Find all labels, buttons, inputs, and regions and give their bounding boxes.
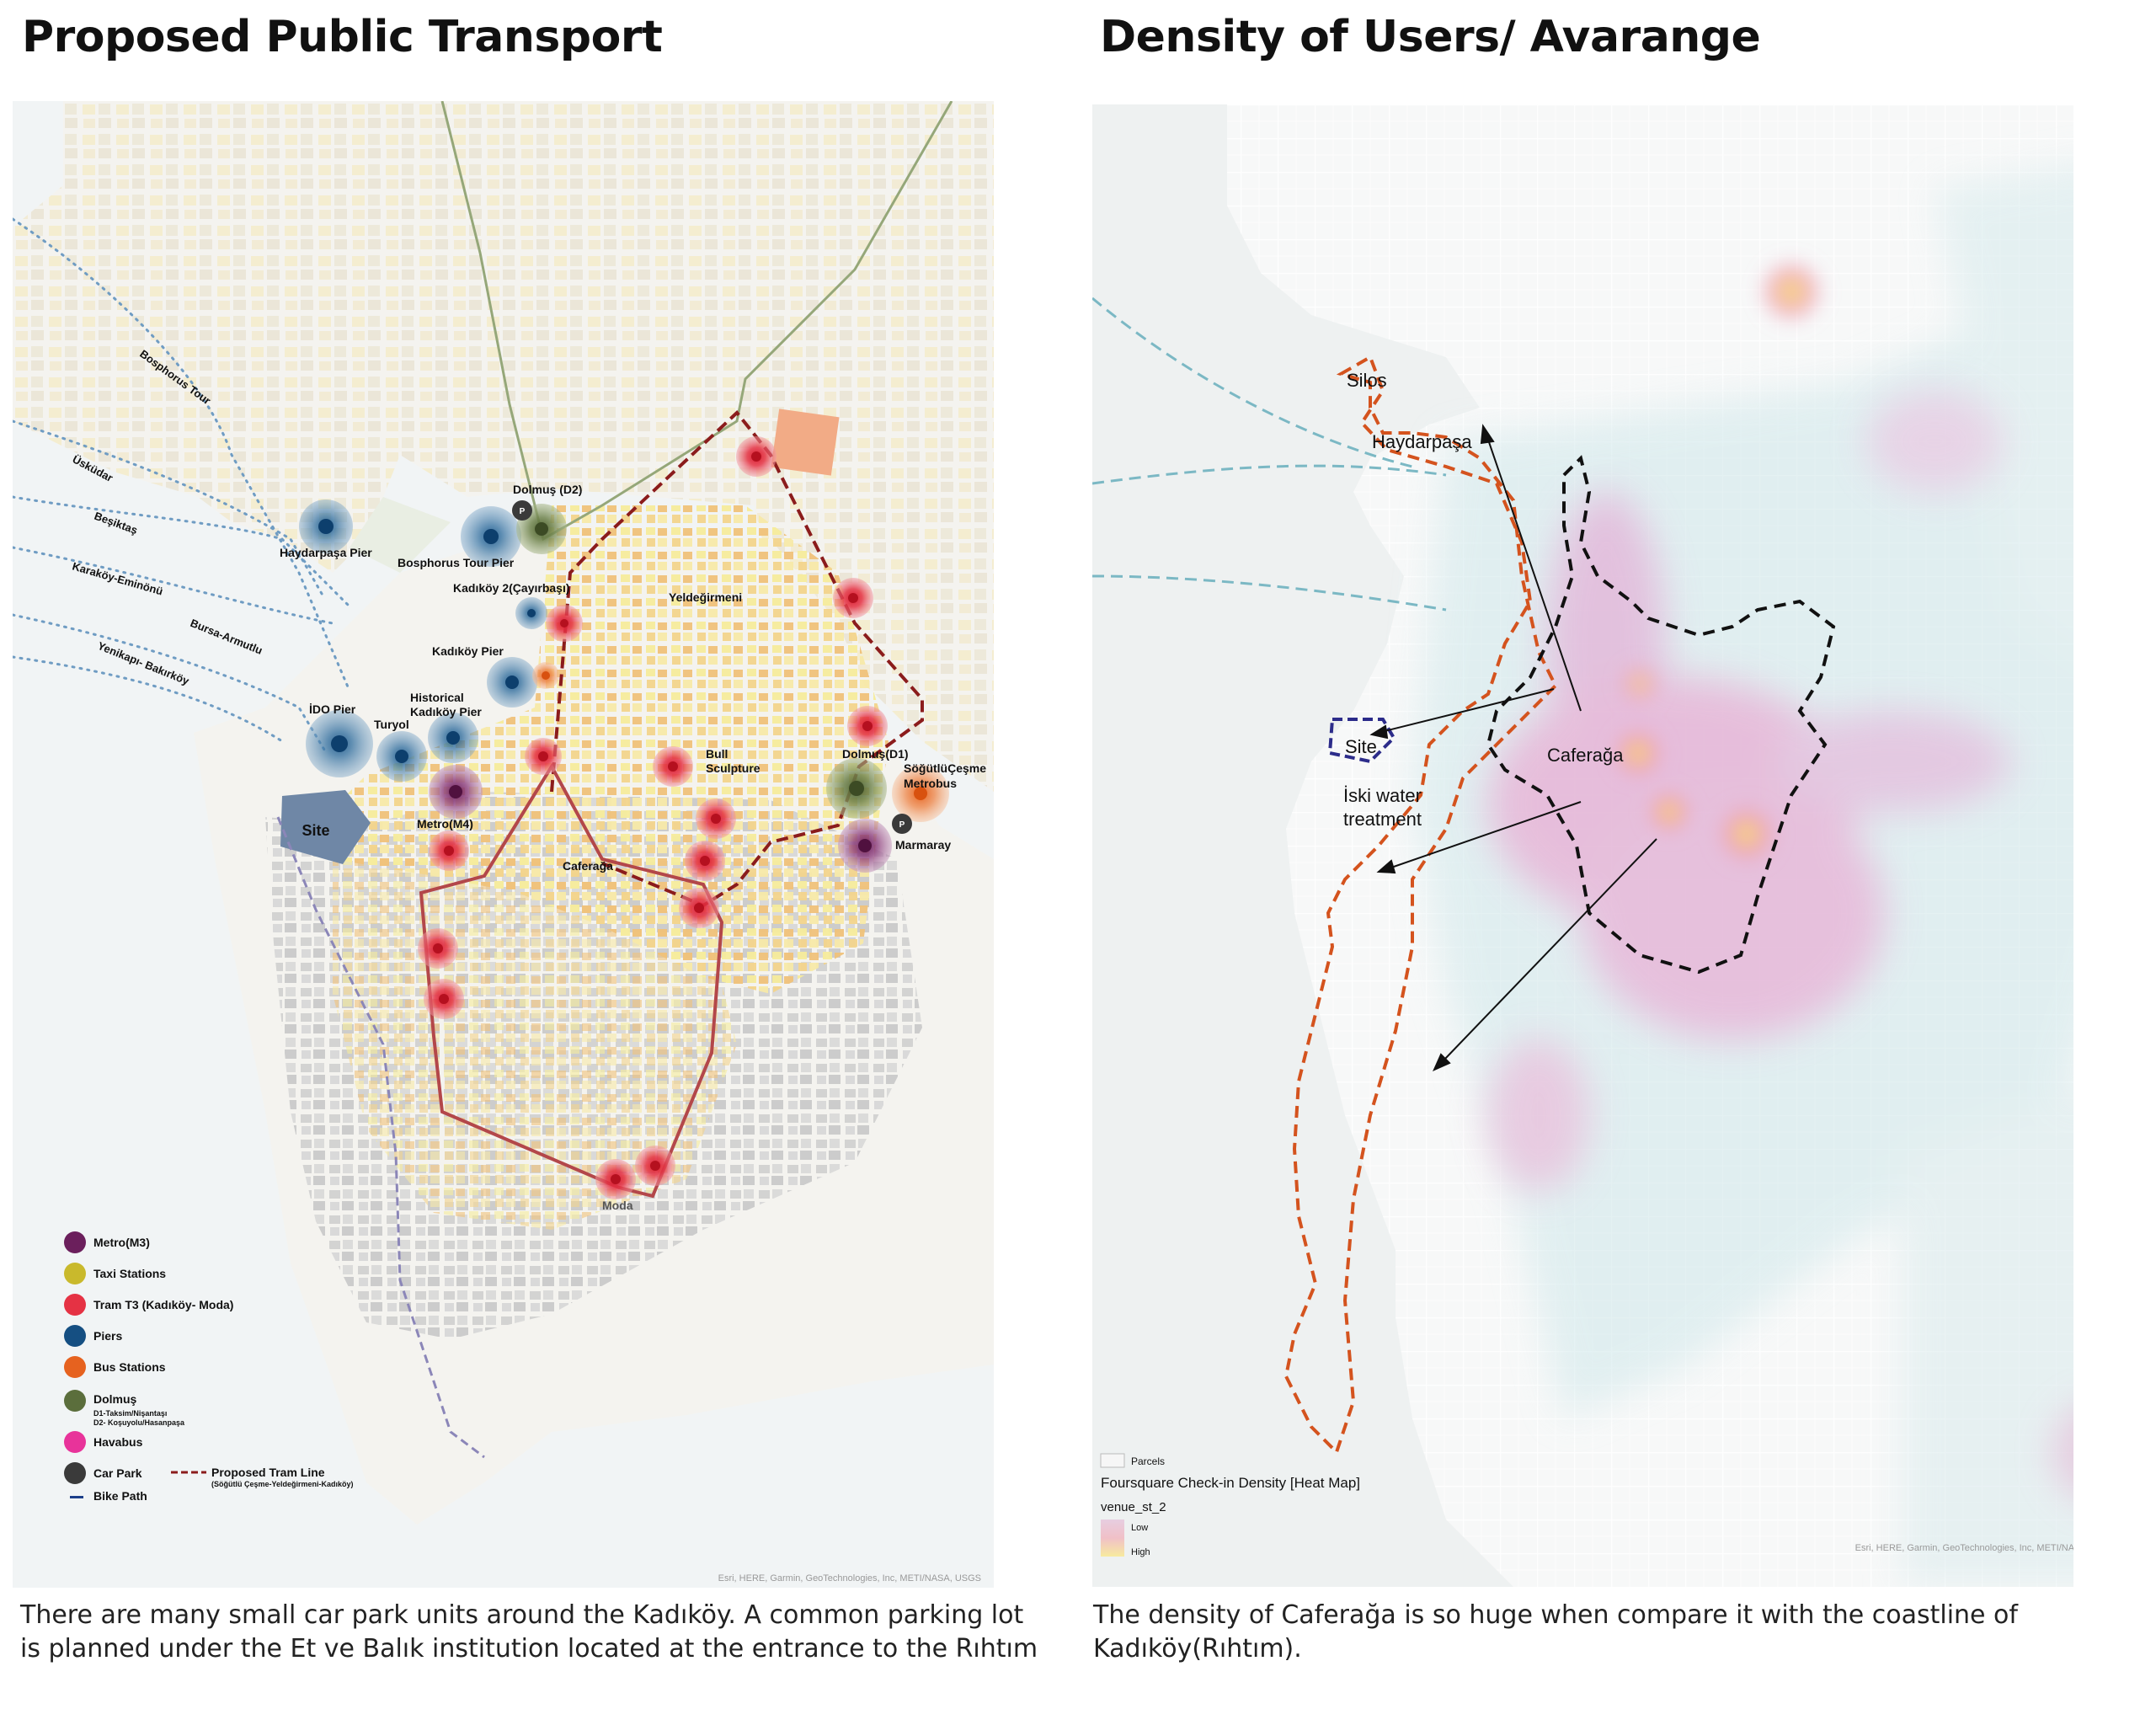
legend-tram: Tram T3 (Kadıköy- Moda) [93,1298,233,1311]
label-sogutlu-2: Metrobus [904,777,957,790]
label-dolmus-d2: Dolmuş (D2) [513,483,582,496]
site-marker [1327,718,1396,764]
flow-arrows [1369,424,1657,1071]
right-panel-title: Density of Users/ Avarange [1100,12,1761,62]
heat-hotspots [1609,256,1827,868]
label-historical-1: Historical [410,691,464,704]
ferry-lines [1092,296,1447,612]
legend-dolmus-d2: D2- Koşuyolu/Hasanpaşa [93,1418,185,1427]
dolmus-route [440,101,953,542]
site-polygon [280,790,371,864]
legend-heatmap-title: Foursquare Check-in Density [Heat Map] [1101,1475,1360,1491]
label-dolmus-d1: Dolmuş(D1) [842,747,909,761]
label-metro-m4: Metro(M4) [417,817,473,830]
legend-tramline-sub: (Söğütlü Çeşme-Yeldeğirmeni-Kadıköy) [211,1480,354,1488]
label-bull-2: Sculpture [706,761,760,775]
label-iski-1: İski water [1343,785,1422,806]
heatmap-legend: Parcels Foursquare Check-in Density [Hea… [1100,1453,1360,1557]
label-bosphorus-tour-pier: Bosphorus Tour Pier [398,556,515,569]
proposed-tram-line [550,410,924,908]
label-turyol: Turyol [374,718,409,731]
svg-text:P: P [520,507,526,516]
label-yeldegirmeni: Yeldeğirmeni [669,590,742,604]
label-sogutlu-1: SöğütlüÇeşme [904,761,986,775]
legend-piers: Piers [93,1329,122,1343]
bike-path-line [276,816,485,1459]
label-bull-1: Bull [706,747,728,761]
density-map: Silos Haydarpaşa Site Caferağa İski wate… [1092,104,2073,1587]
tram-stop-markers [418,436,888,1199]
right-caption: The density of Caferağa is so huge when … [1093,1600,2018,1664]
left-panel-title: Proposed Public Transport [22,12,663,62]
legend-taxi: Taxi Stations [93,1267,166,1280]
label-kadikoy2: Kadıköy 2(Çayırbaşı) [453,581,570,595]
label-site: Site [1345,736,1377,757]
label-historical-2: Kadıköy Pier [410,705,482,718]
label-haydarpasa-pier: Haydarpaşa Pier [280,546,372,559]
label-moda: Moda [602,1199,633,1212]
legend-havabus: Havabus [93,1435,143,1449]
label-iski-2: treatment [1343,809,1422,830]
transport-map: Site Bosphorus Tour Üsküdar Beşiktaş Kar… [13,101,994,1588]
legend-bikepath: Bike Path [93,1489,147,1503]
caferaga-boundary [1486,455,1836,975]
legend-high: High [1131,1547,1150,1557]
legend-parcels: Parcels [1131,1455,1165,1467]
legend-bus: Bus Stations [93,1360,166,1374]
label-ido-pier: İDO Pier [309,702,356,716]
transport-legend: Metro(M3) Taxi Stations Tram T3 (Kadıköy… [64,1231,354,1503]
site-label: Site [302,822,329,839]
left-caption: There are many small car park units arou… [20,1600,1038,1664]
legend-dolmus: Dolmuş [93,1392,137,1406]
ferry-routes [13,217,351,751]
right-attribution: Esri, HERE, Garmin, GeoTechnologies, Inc… [1855,1543,2073,1553]
legend-low: Low [1131,1523,1148,1533]
car-park-markers: P P [512,500,912,834]
legend-tramline: Proposed Tram Line [211,1466,325,1479]
stadium-block [771,409,840,476]
legend-metro: Metro(M3) [93,1236,150,1249]
svg-text:P: P [899,820,905,830]
label-kadikoy-pier: Kadıköy Pier [432,644,504,658]
pier-markers [299,499,547,782]
label-silos: Silos [1347,370,1387,391]
label-caferaga: Caferağa [563,859,613,873]
label-haydarpasa: Haydarpaşa [1372,431,1472,452]
label-caferaga: Caferağa [1547,745,1624,766]
legend-field: venue_st_2 [1101,1500,1166,1514]
legend-carpark: Car Park [93,1466,142,1480]
label-marmaray: Marmaray [895,838,951,852]
left-attribution: Esri, HERE, Garmin, GeoTechnologies, Inc… [718,1573,981,1583]
legend-dolmus-d1: D1-Taksim/Nişantaşı [93,1409,167,1418]
tram-loop [419,763,724,1199]
